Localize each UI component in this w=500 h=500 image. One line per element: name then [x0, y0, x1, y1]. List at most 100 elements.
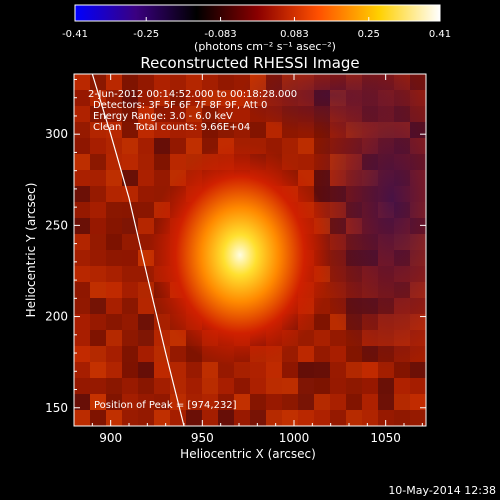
- heatmap-cell: [394, 394, 410, 410]
- heatmap-cell: [186, 362, 202, 378]
- heatmap-cell: [74, 330, 90, 346]
- heatmap-cell: [122, 138, 138, 154]
- heatmap-cell: [106, 394, 122, 410]
- heatmap-cell: [154, 90, 170, 106]
- heatmap-cell: [378, 394, 394, 410]
- heatmap-cell: [410, 394, 426, 410]
- heatmap-cell: [74, 154, 90, 170]
- heatmap-cell: [138, 330, 154, 346]
- heatmap-cell: [90, 266, 106, 282]
- heatmap-cell: [74, 138, 90, 154]
- heatmap-cell: [362, 394, 378, 410]
- heatmap-cell: [170, 138, 186, 154]
- heatmap-cell: [218, 410, 234, 426]
- heatmap-cell: [122, 314, 138, 330]
- heatmap-cell: [314, 378, 330, 394]
- heatmap-cell: [106, 266, 122, 282]
- heatmap-cell: [250, 394, 266, 410]
- heatmap-cell: [282, 410, 298, 426]
- heatmap-cell: [330, 362, 346, 378]
- heatmap-cell: [74, 186, 90, 202]
- heatmap-cell: [106, 282, 122, 298]
- heatmap-cell: [74, 314, 90, 330]
- heatmap-cell: [266, 394, 282, 410]
- heatmap-cell: [298, 394, 314, 410]
- heatmap-cell: [234, 410, 250, 426]
- heatmap-cell: [74, 410, 90, 426]
- heatmap-cell: [90, 234, 106, 250]
- heatmap-cell: [154, 170, 170, 186]
- heatmap-cell: [74, 90, 90, 106]
- heatmap-cell: [186, 74, 202, 90]
- heatmap-cell: [138, 122, 154, 138]
- heatmap-cell: [74, 378, 90, 394]
- heatmap-cell: [122, 186, 138, 202]
- heatmap-cell: [202, 106, 218, 122]
- heatmap-cell: [266, 362, 282, 378]
- heatmap-cell: [90, 138, 106, 154]
- heatmap-cell: [106, 170, 122, 186]
- heatmap-cell: [282, 394, 298, 410]
- heatmap-cell: [170, 122, 186, 138]
- heatmap-cell: [122, 202, 138, 218]
- heatmap-cell: [122, 250, 138, 266]
- heatmap-cell: [106, 314, 122, 330]
- heatmap-cell: [106, 250, 122, 266]
- heatmap-cell: [90, 394, 106, 410]
- plot-frame: [73, 73, 427, 427]
- heatmap-cell: [106, 410, 122, 426]
- heatmap-cell: [90, 186, 106, 202]
- heatmap-cell: [74, 298, 90, 314]
- heatmap-cell: [346, 410, 362, 426]
- heatmap-cell: [74, 394, 90, 410]
- heatmap-cell: [106, 234, 122, 250]
- y-tick-label: 200: [45, 310, 68, 324]
- heatmap-cell: [378, 410, 394, 426]
- heatmap-cell: [298, 138, 314, 154]
- annotation-detectors: Detectors: 3F 5F 6F 7F 8F 9F, Att 0: [93, 100, 267, 111]
- heatmap-cell: [250, 410, 266, 426]
- heatmap-cell: [122, 106, 138, 122]
- colorbar-tick-label: 0.41: [429, 29, 451, 40]
- heatmap-cell: [314, 330, 330, 346]
- solar-limb-curve: [91, 74, 185, 426]
- heatmap-cell: [90, 410, 106, 426]
- heatmap-cell: [138, 410, 154, 426]
- heatmap-cell: [90, 122, 106, 138]
- heatmap-cell: [90, 378, 106, 394]
- heatmap-cell: [346, 394, 362, 410]
- heatmap-cell: [74, 234, 90, 250]
- heatmap-cell: [202, 90, 218, 106]
- heatmap-cell: [74, 122, 90, 138]
- heatmap-cell: [154, 394, 170, 410]
- x-tick-label: 1050: [370, 431, 401, 445]
- heatmap-cell: [314, 394, 330, 410]
- heatmap-cell: [74, 106, 90, 122]
- heatmap-cell: [138, 138, 154, 154]
- heatmap-cell: [90, 330, 106, 346]
- heatmap-cell: [90, 362, 106, 378]
- heatmap-cell: [122, 410, 138, 426]
- heatmap-cell: [74, 362, 90, 378]
- heatmap-cell: [202, 410, 218, 426]
- heatmap-cell: [122, 298, 138, 314]
- heatmap-cell: [250, 362, 266, 378]
- heatmap-cell: [218, 122, 234, 138]
- heatmap-cell: [106, 186, 122, 202]
- y-axis: 150 200 250 300: [45, 78, 426, 415]
- colorbar-tick-label: 0.083: [280, 29, 309, 40]
- heatmap-cell: [362, 362, 378, 378]
- heatmap-cell: [394, 410, 410, 426]
- heatmap-cell: [346, 378, 362, 394]
- purple-region-right: [312, 74, 426, 370]
- heatmap-cell: [218, 90, 234, 106]
- heatmap-cell: [282, 362, 298, 378]
- heatmap-cell: [106, 106, 122, 122]
- heatmap-cell: [74, 282, 90, 298]
- heatmap-cell: [138, 298, 154, 314]
- heatmap-cell: [330, 378, 346, 394]
- colorbar-unit-label: (photons cm⁻² s⁻¹ asec⁻²): [194, 40, 336, 53]
- heatmap-cell: [122, 282, 138, 298]
- heatmap-cell: [202, 122, 218, 138]
